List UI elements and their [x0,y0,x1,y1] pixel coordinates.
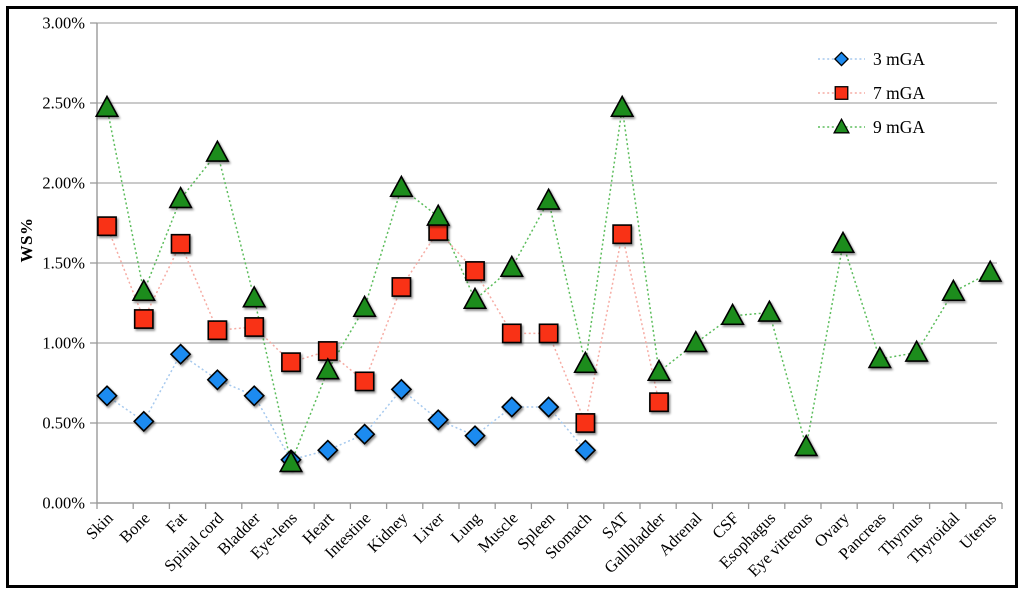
x-category-label: Kidney [363,508,411,556]
data-point [354,371,375,392]
figure-border [6,6,1018,588]
data-point [646,358,672,382]
axes [90,22,1003,509]
data-point [610,94,635,118]
legend-marker-square [834,86,849,100]
data-point [465,261,485,281]
data-point [683,329,708,353]
legend: 3 mGA 7 mGA 9 mGA [818,49,925,137]
data-point [757,299,782,322]
y-tick-label: 2.50% [42,94,85,113]
data-point [352,294,377,318]
x-category-label: Liver [409,508,448,547]
data-point [904,339,929,362]
data-point [941,278,966,302]
data-point [133,410,155,433]
data-point [794,433,819,457]
x-category-label: Muscle [474,508,522,556]
data-point [501,323,522,344]
data-point [97,216,117,237]
series-markers-7-mga [97,216,669,433]
y-tick-label: 1.50% [42,254,85,273]
legend-marker-diamond [833,51,850,67]
data-point [830,230,856,254]
data-point [169,343,192,365]
data-point [427,409,449,431]
data-point [207,320,228,341]
data-point [244,317,265,337]
data-point [96,385,118,407]
y-tick-label: 0.50% [42,414,85,433]
data-point [464,425,486,447]
data-point [317,439,339,461]
data-point [501,396,523,418]
y-tick-label: 0.00% [42,494,85,513]
legend-item-9-mga: 9 mGA [818,117,925,137]
data-point [499,254,524,278]
series-markers-3-mga [96,343,597,471]
data-point [243,385,265,407]
data-point [575,413,596,433]
legend-label: 7 mGA [873,83,925,103]
legend-item-3-mga: 3 mGA [818,49,925,69]
data-point [536,187,561,210]
data-point [538,323,559,344]
data-point [206,369,229,391]
data-point [205,139,230,162]
legend-label: 9 mGA [873,117,925,137]
data-point [389,174,414,198]
x-category-label: Uterus [955,508,1000,553]
legend-label: 3 mGA [873,49,925,69]
data-point [612,224,633,245]
y-axis-title: WS% [17,217,36,263]
y-tick-label: 3.00% [42,14,85,33]
x-category-label: Bone [116,508,154,546]
data-point [242,285,267,308]
series-line-7-mga [106,225,660,426]
data-point [867,345,892,369]
series-markers-9-mga [94,94,1003,473]
data-point [281,352,301,373]
data-point [133,309,154,329]
y-tick-label: 2.00% [42,174,85,193]
legend-marker-triangle [833,117,850,134]
data-point [168,185,193,209]
data-point [353,423,376,445]
data-point [278,449,304,473]
data-point [426,203,451,226]
data-point [573,350,598,374]
data-point [462,286,488,310]
data-point [390,378,413,401]
gridlines [97,22,997,424]
data-point [720,302,745,326]
data-point [649,392,669,413]
y-tick-label: 1.00% [42,334,85,353]
data-point [978,259,1003,282]
data-point [574,439,597,461]
data-point [391,277,412,297]
legend-item-7-mga: 7 mGA [818,83,925,103]
data-point [315,357,340,380]
data-point [170,233,191,254]
x-category-label: Skin [82,508,117,543]
data-point [131,278,156,302]
x-category-label: Fat [162,508,191,537]
y-tick-labels: 0.00% 0.50% 1.00% 1.50% 2.00% 2.50% 3.00% [42,14,85,513]
data-point [94,94,120,118]
data-point [537,396,560,418]
